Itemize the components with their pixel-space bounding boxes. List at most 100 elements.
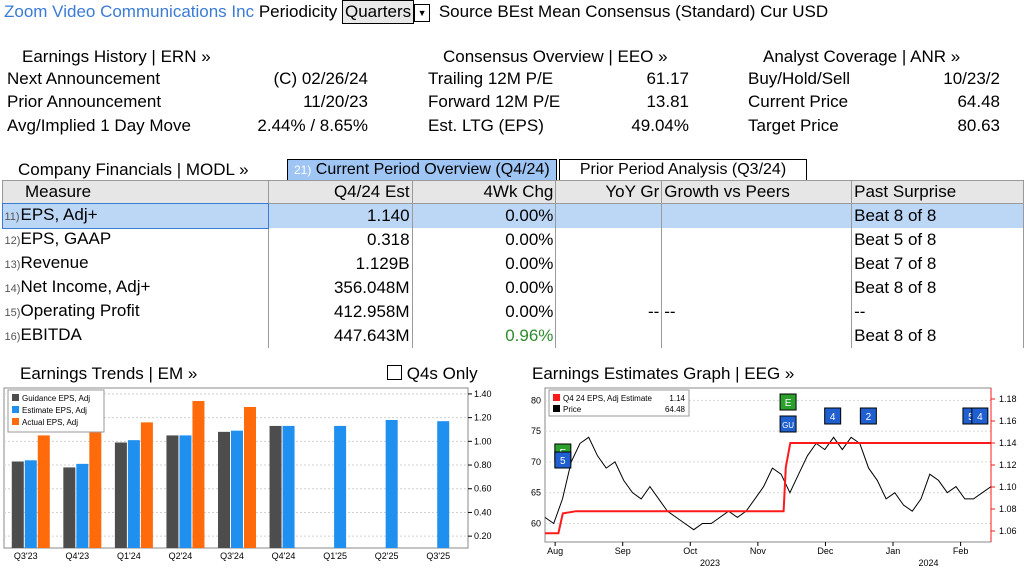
event-marker-box[interactable] (824, 407, 842, 425)
left-y-tick-label: 65 (531, 488, 541, 498)
past-surprise-cell: Beat 5 of 8 (851, 228, 1024, 252)
measure-cell[interactable]: 12)EPS, GAAP (2, 228, 269, 252)
measure-cell[interactable]: 11)EPS, Adj+ (1, 202, 270, 229)
event-marker-label: 2 (866, 412, 872, 423)
bar-estimate-eps-adj[interactable] (282, 425, 295, 548)
legend-box (7, 389, 105, 433)
earnings-estimates-title[interactable]: Earnings Estimates Graph | EEG » (532, 364, 795, 383)
event-marker-box[interactable] (554, 451, 572, 469)
est-ltg-label: Est. LTG (EPS) (428, 116, 544, 135)
row-index: 13) (4, 259, 21, 271)
bar-estimate-eps-adj[interactable] (76, 463, 89, 548)
legend: Q4 24 EPS, Adj Estimate 1.14 Price 64.48 (548, 389, 690, 417)
column-header[interactable]: Growth vs Peers (661, 180, 853, 204)
bar-estimate-eps-adj[interactable] (437, 421, 450, 548)
tab-current-period-label: Current Period Overview (Q4/24) (315, 161, 550, 178)
event-marker[interactable]: 2 (859, 407, 877, 425)
x-tick-label: Dec (817, 546, 834, 556)
consensus-overview-title[interactable]: Consensus Overview | EEO » (443, 47, 668, 66)
column-header[interactable]: Q4/24 Est (267, 180, 413, 204)
bar-guidance-eps-adj[interactable] (11, 461, 24, 548)
table-row[interactable]: 14)Net Income, Adj+ 356.048M 0.00% Beat 8 o… (2, 276, 1024, 300)
column-header[interactable]: 4Wk Chg (411, 180, 557, 204)
company-financials-title[interactable]: Company Financials | MODL » (18, 160, 249, 179)
estimate-cell: 356.048M (268, 276, 413, 300)
bar-guidance-eps-adj[interactable] (166, 435, 179, 548)
bar-guidance-eps-adj[interactable] (114, 442, 127, 548)
table-row[interactable]: 11)EPS, Adj+ 1.140 0.00% Beat 8 of 8 (1, 202, 1024, 229)
event-marker[interactable]: 4 (824, 407, 842, 425)
event-marker[interactable]: 5 (554, 451, 572, 469)
y-tick-label: 1.20 (474, 413, 492, 423)
table-row[interactable]: 13)Revenue 1.129B 0.00% Beat 7 of 8 (2, 252, 1024, 276)
legend-swatch (12, 406, 19, 413)
event-marker-box[interactable] (779, 393, 797, 411)
yoy-growth-cell (555, 276, 663, 300)
measure-cell[interactable]: 13)Revenue (2, 252, 269, 276)
buy-hold-sell-label: Buy/Hold/Sell (748, 69, 851, 88)
measure-name: Operating Profit (20, 301, 140, 320)
event-marker[interactable]: GU (779, 415, 797, 433)
bar-actual-eps-adj[interactable] (244, 406, 256, 548)
earnings-trends-title[interactable]: Earnings Trends | EM » (20, 364, 198, 383)
legend-swatch (12, 394, 19, 401)
bar-guidance-eps-adj[interactable] (63, 467, 76, 548)
bar-actual-eps-adj[interactable] (140, 422, 153, 548)
bar-estimate-eps-adj[interactable] (179, 435, 192, 548)
current-price-value: 64.48 (957, 92, 1000, 111)
bar-estimate-eps-adj[interactable] (385, 420, 398, 548)
event-marker-box[interactable] (859, 407, 877, 425)
chevron-down-icon[interactable]: ▼ (414, 3, 431, 22)
measure-cell[interactable]: 16)EBITDA (2, 324, 269, 348)
analyst-coverage-title[interactable]: Analyst Coverage | ANR » (763, 47, 961, 66)
x-tick-label: Feb (953, 546, 969, 556)
bar-estimate-eps-adj[interactable] (334, 425, 347, 548)
bar-estimate-eps-adj[interactable] (24, 460, 37, 548)
x-tick-label: Q2'24 (169, 551, 193, 561)
event-marker[interactable]: E (779, 393, 797, 411)
legend-label: Estimate EPS, Adj (22, 406, 87, 415)
four-week-change-cell: 0.00% (412, 228, 557, 252)
tab-current-period-index: 21) (294, 163, 312, 177)
table-row[interactable]: 12)EPS, GAAP 0.318 0.00% Beat 5 of 8 (2, 228, 1024, 252)
periodicity-label: Periodicity (258, 2, 338, 21)
est-ltg-value: 49.04% (631, 116, 689, 135)
periodicity-select[interactable]: Quarters (341, 0, 415, 24)
bar-actual-eps-adj[interactable] (89, 415, 102, 548)
trailing-pe-label: Trailing 12M P/E (428, 69, 554, 88)
event-marker-box[interactable] (779, 415, 797, 433)
right-y-tick-label: 1.18 (999, 394, 1017, 404)
q4s-only-toggle[interactable]: Q4s Only (387, 364, 478, 384)
event-marker-box[interactable] (971, 407, 989, 425)
growth-vs-peers-cell: -- (661, 300, 853, 324)
measure-cell[interactable]: 14)Net Income, Adj+ (2, 276, 269, 300)
legend-label: Guidance EPS, Adj (22, 394, 90, 403)
bar-actual-eps-adj[interactable] (37, 435, 50, 548)
column-header[interactable]: Past Surprise (851, 180, 1024, 204)
past-surprise-cell: Beat 8 of 8 (851, 324, 1024, 348)
bar-estimate-eps-adj[interactable] (127, 440, 140, 548)
bar-guidance-eps-adj[interactable] (269, 425, 282, 548)
x-tick-label: Sep (615, 546, 631, 556)
measure-cell[interactable]: 15)Operating Profit (2, 300, 269, 324)
table-row[interactable]: 15)Operating Profit 412.958M 0.00% -- -- -- (2, 300, 1024, 324)
table-row[interactable]: 16)EBITDA 447.643M 0.96% Beat 8 of 8 (2, 324, 1024, 348)
company-name[interactable]: Zoom Video Communications Inc (4, 2, 255, 21)
bar-actual-eps-adj[interactable] (192, 401, 205, 548)
bar-estimate-eps-adj[interactable] (231, 430, 243, 548)
legend-label: Q4 24 EPS, Adj Estimate (563, 394, 652, 403)
event-marker[interactable]: 4 (971, 407, 989, 425)
tab-current-period[interactable]: 21) Current Period Overview (Q4/24) (287, 159, 557, 181)
q4s-only-checkbox[interactable] (387, 365, 402, 380)
tab-prior-period[interactable]: Prior Period Analysis (Q3/24) (559, 159, 807, 181)
estimate-cell: 1.129B (268, 252, 413, 276)
left-y-tick-label: 75 (531, 426, 541, 436)
earnings-history-title[interactable]: Earnings History | ERN » (22, 47, 211, 66)
estimate-cell: 0.318 (268, 228, 413, 252)
row-index: 16) (4, 331, 21, 343)
column-header[interactable]: Measure (2, 180, 269, 204)
bar-guidance-eps-adj[interactable] (218, 431, 230, 548)
column-header[interactable]: YoY Gr (555, 180, 663, 204)
row-index: 14) (4, 283, 21, 295)
legend-label: Price (563, 405, 582, 414)
